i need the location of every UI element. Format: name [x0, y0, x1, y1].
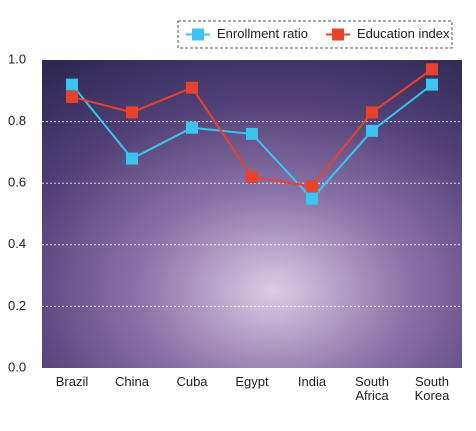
marker	[246, 127, 258, 140]
marker	[126, 106, 138, 119]
marker	[186, 121, 198, 134]
marker	[66, 78, 78, 91]
y-tick-label: 0.2	[8, 298, 26, 313]
marker	[306, 180, 318, 193]
plot-background	[42, 60, 462, 368]
legend-marker	[332, 28, 344, 41]
x-tick-label: China	[115, 374, 149, 389]
y-tick-label: 0.8	[8, 113, 26, 128]
y-tick-label: 0.4	[8, 236, 26, 251]
marker	[366, 106, 378, 119]
legend-box	[177, 20, 453, 49]
y-tick-label: 0.0	[8, 359, 26, 374]
x-tick-label: India	[297, 374, 327, 389]
marker	[426, 78, 438, 91]
legend-label: Enrollment ratio	[217, 26, 308, 41]
marker	[186, 81, 198, 94]
marker	[246, 171, 258, 184]
marker	[66, 90, 78, 103]
x-tick-label: Brazil	[55, 374, 89, 389]
x-tick-label: Cuba	[176, 374, 208, 389]
x-tick-label: South Korea	[414, 374, 450, 403]
marker	[306, 192, 318, 205]
legend-marker	[192, 28, 204, 41]
y-tick-label: 1.0	[8, 51, 26, 66]
x-tick-label: South Africa	[355, 374, 389, 403]
y-tick-label: 0.6	[8, 175, 26, 190]
x-tick-label: Egypt	[235, 374, 269, 389]
marker	[126, 152, 138, 165]
marker	[426, 63, 438, 76]
legend-label: Education index	[357, 26, 450, 41]
marker	[366, 124, 378, 137]
